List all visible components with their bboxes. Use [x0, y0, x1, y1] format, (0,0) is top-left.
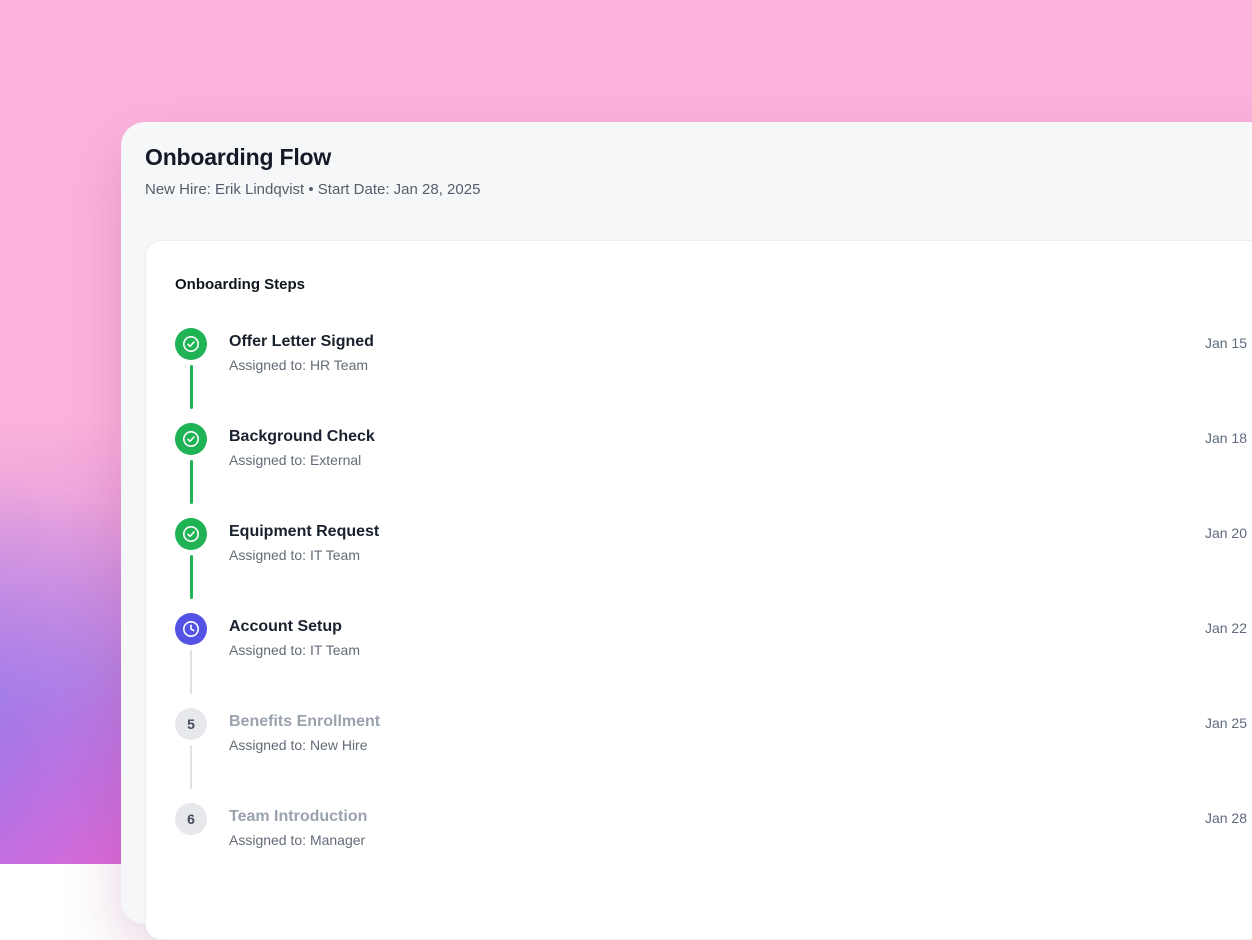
step-texts: Offer Letter Signed Assigned to: HR Team [229, 331, 374, 375]
step-body: Equipment Request Assigned to: IT Team J… [229, 518, 1247, 599]
clock-icon [181, 619, 201, 639]
step-item: 6 Team Introduction Assigned to: Manager… [175, 803, 1247, 850]
step-status-badge [175, 518, 207, 550]
step-title: Benefits Enrollment [229, 711, 380, 733]
step-date: Jan 20 [1205, 521, 1247, 543]
step-date: Jan 25 [1205, 711, 1247, 733]
step-assignee: Assigned to: New Hire [229, 735, 380, 755]
step-connector [190, 460, 193, 504]
step-item: Equipment Request Assigned to: IT Team J… [175, 518, 1247, 599]
step-status-badge [175, 328, 207, 360]
step-number: 5 [187, 716, 195, 732]
step-rail [175, 613, 207, 694]
step-texts: Team Introduction Assigned to: Manager [229, 806, 367, 850]
step-item: Account Setup Assigned to: IT Team Jan 2… [175, 613, 1247, 694]
step-title: Account Setup [229, 616, 360, 638]
step-title: Team Introduction [229, 806, 367, 828]
gradient-background: Onboarding Flow New Hire: Erik Lindqvist… [0, 0, 1252, 864]
step-rail [175, 328, 207, 409]
step-status-badge [175, 423, 207, 455]
step-body: Benefits Enrollment Assigned to: New Hir… [229, 708, 1247, 789]
step-date: Jan 18 [1205, 426, 1247, 448]
check-circle-icon [181, 524, 201, 544]
onboarding-steps-card: Onboarding Steps Offer Letter Signed Ass… [145, 240, 1252, 940]
step-assignee: Assigned to: Manager [229, 830, 367, 850]
step-body: Account Setup Assigned to: IT Team Jan 2… [229, 613, 1247, 694]
onboarding-flow-panel: Onboarding Flow New Hire: Erik Lindqvist… [121, 122, 1252, 924]
step-rail [175, 423, 207, 504]
step-connector [190, 555, 193, 599]
step-status-badge: 6 [175, 803, 207, 835]
step-title: Offer Letter Signed [229, 331, 374, 353]
step-rail: 6 [175, 803, 207, 850]
step-connector [190, 365, 193, 409]
step-assignee: Assigned to: IT Team [229, 640, 360, 660]
check-circle-icon [181, 429, 201, 449]
step-item: 5 Benefits Enrollment Assigned to: New H… [175, 708, 1247, 789]
step-number: 6 [187, 811, 195, 827]
step-date: Jan 22 [1205, 616, 1247, 638]
step-body: Offer Letter Signed Assigned to: HR Team… [229, 328, 1247, 409]
step-assignee: Assigned to: HR Team [229, 355, 374, 375]
step-title: Background Check [229, 426, 375, 448]
step-body: Team Introduction Assigned to: Manager J… [229, 803, 1247, 850]
step-texts: Equipment Request Assigned to: IT Team [229, 521, 379, 565]
step-item: Offer Letter Signed Assigned to: HR Team… [175, 328, 1247, 409]
steps-heading: Onboarding Steps [175, 274, 1247, 296]
step-texts: Benefits Enrollment Assigned to: New Hir… [229, 711, 380, 755]
step-connector [190, 745, 192, 789]
steps-list: Offer Letter Signed Assigned to: HR Team… [175, 328, 1247, 850]
step-rail [175, 518, 207, 599]
step-connector [190, 650, 192, 694]
step-assignee: Assigned to: External [229, 450, 375, 470]
check-circle-icon [181, 334, 201, 354]
step-date: Jan 28 [1205, 806, 1247, 828]
step-item: Background Check Assigned to: External J… [175, 423, 1247, 504]
step-status-badge [175, 613, 207, 645]
step-body: Background Check Assigned to: External J… [229, 423, 1247, 504]
step-texts: Background Check Assigned to: External [229, 426, 375, 470]
page-title: Onboarding Flow [145, 143, 1252, 172]
step-date: Jan 15 [1205, 331, 1247, 353]
step-assignee: Assigned to: IT Team [229, 545, 379, 565]
step-status-badge: 5 [175, 708, 207, 740]
step-rail: 5 [175, 708, 207, 789]
step-texts: Account Setup Assigned to: IT Team [229, 616, 360, 660]
page-subtitle: New Hire: Erik Lindqvist • Start Date: J… [145, 180, 1252, 200]
step-title: Equipment Request [229, 521, 379, 543]
